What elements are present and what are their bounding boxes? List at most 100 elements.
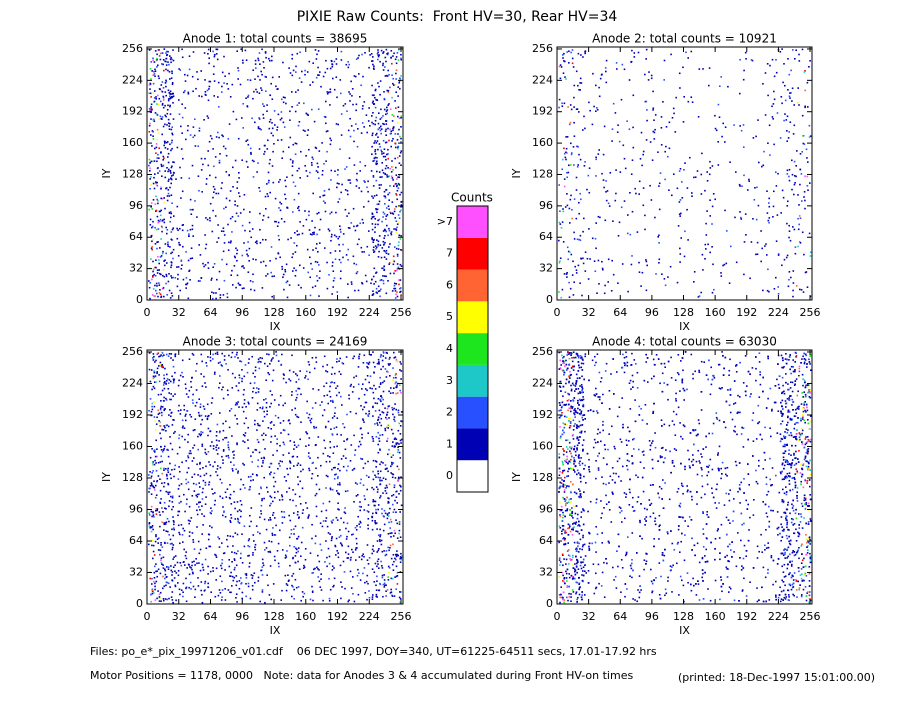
- count-pixel: [600, 74, 603, 76]
- count-pixel: [185, 387, 187, 390]
- count-pixel: [382, 411, 385, 414]
- count-pixel: [744, 213, 747, 215]
- count-pixel: [296, 104, 299, 106]
- count-pixel: [388, 425, 391, 428]
- count-pixel: [377, 504, 380, 506]
- count-pixel: [347, 66, 350, 69]
- count-pixel: [158, 421, 161, 424]
- count-pixel: [358, 556, 361, 558]
- count-pixel: [379, 535, 381, 538]
- count-pixel: [192, 51, 195, 53]
- count-pixel: [259, 600, 261, 603]
- count-pixel: [388, 208, 390, 210]
- count-pixel: [777, 172, 779, 175]
- count-pixel: [214, 492, 216, 494]
- count-pixel: [155, 259, 157, 261]
- count-pixel: [389, 185, 391, 187]
- count-pixel: [385, 123, 388, 125]
- count-pixel: [809, 135, 812, 137]
- count-pixel: [357, 289, 360, 292]
- count-pixel: [170, 292, 173, 294]
- count-pixel: [385, 478, 387, 481]
- count-pixel: [612, 220, 614, 222]
- count-pixel: [390, 456, 393, 458]
- count-pixel: [772, 103, 775, 105]
- count-pixel: [155, 508, 157, 510]
- count-pixel: [756, 241, 759, 244]
- count-pixel: [262, 406, 264, 408]
- count-pixel: [341, 586, 343, 588]
- count-pixel: [214, 371, 216, 374]
- count-pixel: [573, 231, 575, 234]
- count-pixel: [257, 388, 260, 390]
- count-pixel: [245, 577, 248, 579]
- count-pixel: [390, 232, 392, 234]
- count-pixel: [242, 62, 244, 64]
- count-pixel: [596, 292, 598, 294]
- count-pixel: [385, 584, 387, 586]
- count-pixel: [201, 505, 203, 507]
- count-pixel: [154, 112, 157, 114]
- count-pixel: [326, 287, 329, 290]
- count-pixel: [160, 365, 163, 367]
- count-pixel: [329, 67, 332, 70]
- count-pixel: [334, 473, 336, 476]
- count-pixel: [274, 220, 276, 223]
- count-pixel: [353, 501, 355, 503]
- count-pixel: [561, 221, 564, 223]
- count-pixel: [804, 175, 806, 177]
- y-tick-label: 32: [129, 565, 143, 578]
- count-pixel: [245, 417, 247, 419]
- count-pixel: [781, 102, 783, 105]
- count-pixel: [215, 435, 218, 437]
- count-pixel: [150, 134, 152, 136]
- count-pixel: [378, 171, 381, 173]
- count-pixel: [678, 201, 681, 203]
- count-pixel: [353, 262, 355, 265]
- count-pixel: [793, 183, 796, 186]
- count-pixel: [212, 266, 214, 268]
- count-pixel: [203, 375, 205, 378]
- count-pixel: [184, 438, 186, 441]
- count-pixel: [186, 498, 188, 501]
- count-pixel: [158, 292, 161, 294]
- count-pixel: [169, 58, 172, 61]
- count-pixel: [200, 433, 202, 436]
- count-pixel: [224, 75, 226, 77]
- count-pixel: [348, 212, 350, 215]
- count-pixel: [280, 432, 282, 434]
- count-pixel: [158, 537, 160, 539]
- count-pixel: [384, 229, 387, 232]
- count-pixel: [385, 230, 387, 233]
- count-pixel: [800, 475, 803, 478]
- count-pixel: [340, 92, 342, 95]
- count-pixel: [372, 185, 375, 187]
- count-pixel: [752, 137, 755, 139]
- count-pixel: [291, 165, 294, 167]
- count-pixel: [201, 418, 203, 421]
- count-pixel: [157, 255, 159, 258]
- count-pixel: [351, 391, 354, 393]
- count-pixel: [591, 123, 594, 126]
- count-pixel: [374, 123, 376, 126]
- count-pixel: [379, 383, 382, 385]
- count-pixel: [582, 56, 584, 58]
- count-pixel: [347, 296, 349, 299]
- count-pixel: [309, 276, 311, 279]
- count-pixel: [371, 115, 373, 117]
- count-pixel: [376, 565, 378, 568]
- count-pixel: [171, 133, 174, 136]
- count-pixel: [374, 520, 376, 522]
- count-pixel: [620, 98, 623, 101]
- count-pixel: [170, 77, 173, 79]
- count-pixel: [791, 159, 793, 162]
- count-pixel: [787, 599, 790, 601]
- count-pixel: [192, 235, 194, 237]
- count-pixel: [262, 214, 265, 217]
- count-pixel: [347, 553, 350, 555]
- count-pixel: [247, 476, 250, 478]
- count-pixel: [601, 267, 604, 270]
- count-pixel: [573, 106, 575, 108]
- count-pixel: [329, 488, 332, 491]
- count-pixel: [267, 427, 270, 429]
